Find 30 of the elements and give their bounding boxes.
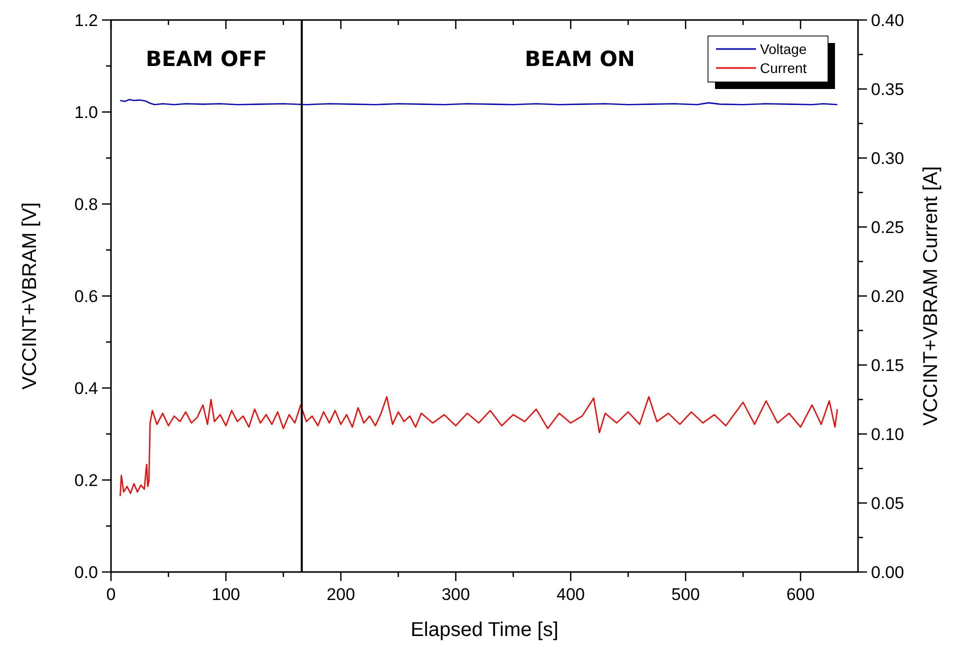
annotation: BEAM OFF xyxy=(146,47,268,71)
x-tick-label: 200 xyxy=(326,585,356,604)
y2-tick-label: 0.40 xyxy=(871,11,904,30)
x-tick-label: 500 xyxy=(671,585,700,604)
y2-tick-label: 0.15 xyxy=(871,356,904,375)
legend-label: Voltage xyxy=(760,41,807,57)
y2-tick-label: 0.30 xyxy=(871,149,904,168)
y-tick-label: 1.0 xyxy=(74,103,98,122)
y-tick-label: 0.2 xyxy=(74,471,98,490)
y2-tick-label: 0.00 xyxy=(871,563,904,582)
y-axis-title: VCCINT+VBRAM [V] xyxy=(19,202,41,390)
y2-tick-label: 0.20 xyxy=(871,287,904,306)
x-axis-title: Elapsed Time [s] xyxy=(410,619,558,641)
legend-label: Current xyxy=(760,60,807,76)
y-tick-label: 0.8 xyxy=(74,195,98,214)
x-tick-label: 100 xyxy=(212,585,240,604)
x-tick-label: 400 xyxy=(556,585,585,604)
y2-tick-label: 0.25 xyxy=(871,218,904,237)
x-tick-label: 0 xyxy=(106,585,116,604)
x-tick-label: 300 xyxy=(442,585,470,604)
y2-tick-label: 0.35 xyxy=(871,80,904,99)
y-tick-label: 0.0 xyxy=(74,563,98,582)
y-tick-label: 0.4 xyxy=(74,379,98,398)
annotation: BEAM ON xyxy=(524,47,636,71)
y2-axis-title: VCCINT+VBRAM Current [A] xyxy=(920,166,942,426)
y2-tick-label: 0.05 xyxy=(871,494,904,513)
x-tick-label: 600 xyxy=(786,585,815,604)
y-tick-label: 0.6 xyxy=(74,287,98,306)
y-tick-label: 1.2 xyxy=(74,11,98,30)
y2-tick-label: 0.10 xyxy=(871,425,904,444)
